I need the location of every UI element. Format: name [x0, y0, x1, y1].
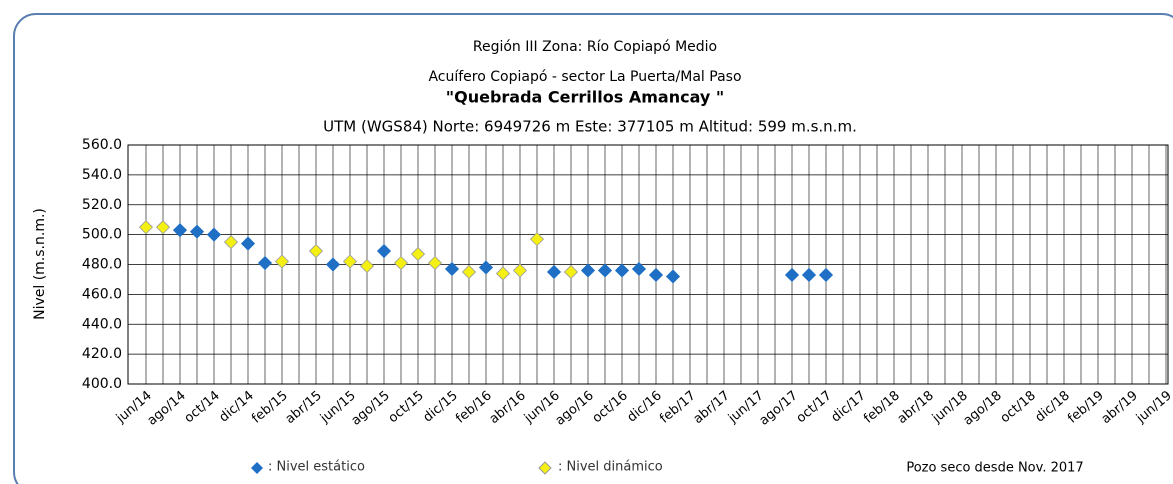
x-tick-label: ago/16	[553, 388, 597, 428]
x-tick-label: dic/16	[625, 388, 665, 425]
location: UTM (WGS84) Norte: 6949726 m Este: 37710…	[323, 118, 857, 136]
data-point	[461, 264, 477, 280]
data-point	[801, 267, 817, 283]
data-point	[631, 261, 647, 277]
x-tick-label: feb/19	[1065, 388, 1107, 426]
data-point	[376, 243, 392, 259]
data-point	[784, 267, 800, 283]
data-point	[308, 243, 324, 259]
x-tick-label: dic/17	[829, 388, 869, 425]
y-tick-label: 520.0	[82, 197, 122, 213]
data-point	[818, 267, 834, 283]
data-point	[529, 232, 545, 247]
data-point	[240, 236, 256, 251]
x-tick-label: ago/18	[961, 388, 1005, 428]
annotation: Pozo seco desde Nov. 2017	[906, 461, 1083, 476]
x-tick-label: oct/17	[794, 388, 835, 426]
x-tick-label: feb/15	[249, 388, 291, 426]
data-point	[257, 255, 273, 271]
y-tick-label: 540.0	[82, 167, 122, 183]
y-tick-label: 420.0	[82, 346, 122, 362]
x-tick-label: feb/18	[861, 388, 903, 426]
data-point	[359, 258, 375, 274]
x-tick-label: jun/19	[1133, 388, 1173, 426]
well-name: "Quebrada Cerrillos Amancay "	[446, 88, 724, 107]
y-axis-label: Nivel (m.s.n.m.)	[32, 208, 48, 320]
x-tick-label: ago/14	[145, 388, 189, 428]
x-tick-label: abr/19	[1099, 388, 1141, 427]
data-point	[580, 263, 596, 278]
legend-label: : Nivel dinámico	[558, 460, 663, 475]
data-point	[665, 269, 681, 284]
x-tick-label: abr/18	[895, 388, 937, 427]
x-tick-label: oct/14	[182, 388, 223, 426]
data-point	[189, 224, 205, 239]
legend-marker	[251, 462, 263, 474]
legend-marker	[538, 461, 552, 475]
data-point	[342, 254, 358, 269]
x-tick-label: oct/15	[386, 388, 427, 426]
legend-label: : Nivel estático	[268, 460, 365, 475]
x-tick-label: oct/18	[998, 388, 1039, 426]
x-tick-label: oct/16	[590, 388, 631, 426]
data-point	[155, 220, 171, 235]
data-point	[427, 255, 443, 271]
data-point	[546, 264, 562, 280]
data-point	[597, 263, 613, 278]
data-point	[138, 220, 154, 235]
chart-subtitle: Acuífero Copiapó - sector La Puerta/Mal …	[428, 69, 741, 85]
x-tick-label: abr/16	[487, 388, 529, 427]
y-tick-label: 440.0	[82, 316, 122, 332]
x-tick-label: ago/17	[757, 388, 801, 428]
x-tick-label: feb/17	[657, 388, 699, 426]
x-tick-label: dic/18	[1033, 388, 1073, 425]
data-point	[478, 260, 494, 275]
frame	[13, 13, 1173, 484]
data-point	[393, 255, 409, 271]
data-point	[172, 223, 188, 238]
x-tick-label: abr/17	[691, 388, 733, 427]
y-tick-label: 400.0	[82, 376, 122, 392]
data-point	[206, 227, 222, 242]
x-tick-label: dic/15	[421, 388, 461, 425]
data-point	[512, 263, 528, 278]
x-tick-label: dic/14	[217, 388, 257, 425]
data-point	[410, 246, 426, 262]
data-point	[563, 264, 579, 280]
data-point	[223, 235, 239, 250]
y-tick-label: 560.0	[82, 137, 122, 153]
data-point	[274, 254, 290, 269]
y-tick-label: 460.0	[82, 286, 122, 302]
y-tick-label: 480.0	[82, 257, 122, 273]
data-point	[495, 266, 511, 281]
chart-title: Región III Zona: Río Copiapó Medio	[473, 39, 717, 55]
x-tick-label: abr/15	[283, 388, 325, 427]
data-point	[648, 267, 664, 283]
data-point	[444, 261, 460, 277]
data-point	[614, 263, 630, 278]
x-tick-label: feb/16	[453, 388, 495, 426]
data-point	[325, 257, 341, 272]
x-tick-label: ago/15	[349, 388, 393, 428]
y-tick-label: 500.0	[82, 227, 122, 243]
